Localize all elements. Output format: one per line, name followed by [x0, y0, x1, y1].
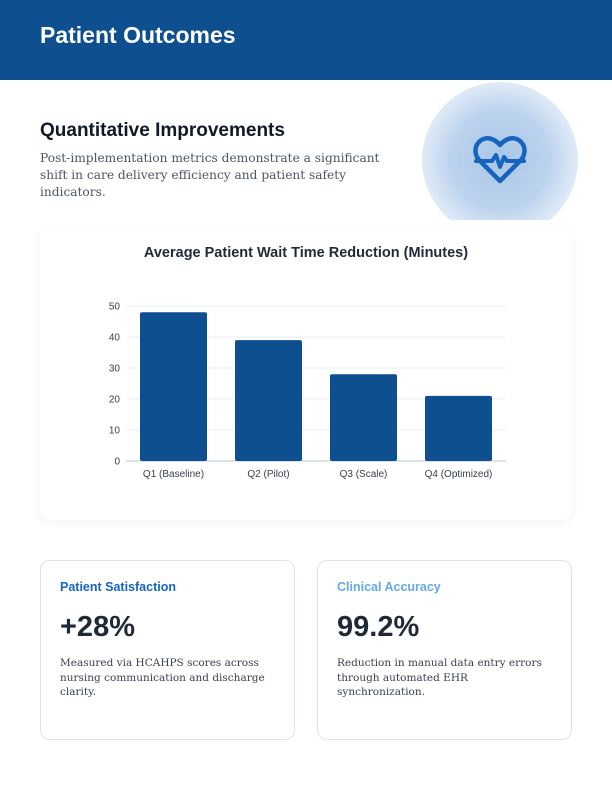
metric-label: Patient Satisfaction	[60, 580, 176, 594]
y-tick-label: 10	[109, 426, 121, 437]
heart-pulse-icon	[473, 135, 527, 184]
x-tick-label: Q4 (Optimized)	[425, 469, 493, 480]
y-tick-label: 20	[109, 395, 121, 406]
metric-description: Measured via HCAHPS scores across nursin…	[60, 657, 265, 698]
metric-value: 99.2%	[337, 611, 420, 643]
icon-halo	[422, 80, 578, 220]
y-tick-label: 50	[109, 302, 121, 313]
metric-value: +28%	[60, 611, 135, 643]
x-tick-label: Q1 (Baseline)	[143, 469, 204, 480]
y-tick-label: 30	[109, 364, 121, 375]
x-tick-label: Q3 (Scale)	[340, 469, 388, 480]
y-tick-label: 40	[109, 333, 121, 344]
section-description: Post-implementation metrics demonstrate …	[40, 151, 380, 199]
section-title: Quantitative Improvements	[40, 120, 285, 141]
bar	[330, 374, 397, 461]
bar-chart: 0 10 20 30 40 50 Q1 (Baseline) Q2 (Pilot) Q3 (S…	[109, 302, 506, 480]
page-header: Patient Outcomes	[0, 0, 612, 80]
bar	[140, 312, 207, 461]
x-tick-label: Q2 (Pilot)	[247, 469, 289, 480]
bar	[425, 395, 492, 461]
chart-card: Average Patient Wait Time Reduction (Min…	[40, 228, 572, 520]
metric-label: Clinical Accuracy	[337, 580, 441, 594]
metric-card-satisfaction: Patient Satisfaction +28% Measured via H…	[40, 560, 295, 740]
y-tick-label: 0	[114, 457, 120, 468]
metric-card-accuracy: Clinical Accuracy 99.2% Reduction in man…	[317, 560, 572, 740]
page-title: Patient Outcomes	[40, 22, 236, 48]
metric-description: Reduction in manual data entry errors th…	[337, 657, 542, 698]
chart-title: Average Patient Wait Time Reduction (Min…	[143, 245, 469, 261]
bar	[235, 340, 302, 461]
